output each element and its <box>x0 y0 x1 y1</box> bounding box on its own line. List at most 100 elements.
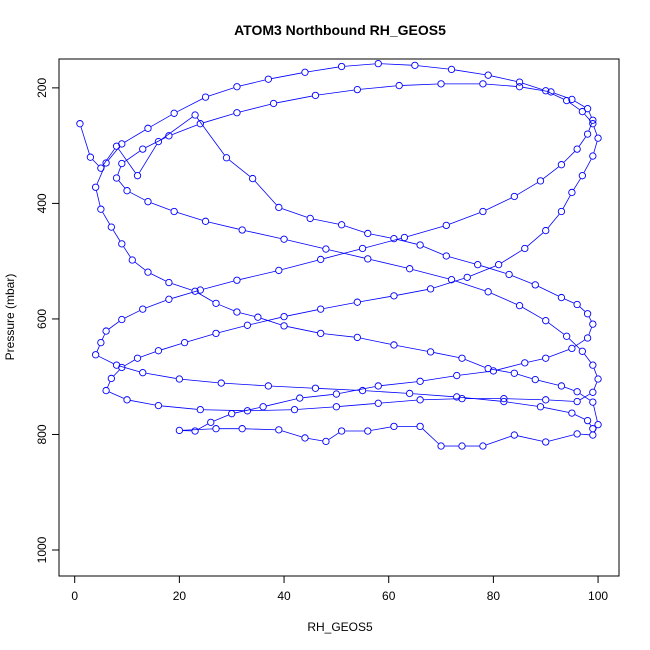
series-segment <box>517 373 533 379</box>
series-segment <box>569 102 580 110</box>
data-point <box>589 152 597 160</box>
data-point <box>542 226 550 235</box>
data-point <box>474 260 482 269</box>
data-point <box>322 437 330 446</box>
data-point <box>542 354 550 362</box>
data-point <box>337 427 346 435</box>
data-point <box>542 438 550 446</box>
data-point <box>578 347 587 355</box>
series-segment <box>486 83 517 87</box>
data-point <box>353 85 361 94</box>
data-point <box>557 207 566 216</box>
data-point <box>515 83 524 91</box>
data-point <box>207 418 215 426</box>
series-segment <box>522 307 543 320</box>
data-point <box>264 75 272 83</box>
data-point <box>275 203 283 212</box>
data-point <box>589 320 597 328</box>
data-point <box>317 255 325 264</box>
data-point <box>542 87 550 95</box>
data-point <box>411 61 419 70</box>
data-point <box>280 312 288 321</box>
data-point <box>196 120 204 128</box>
series-segment <box>593 382 598 390</box>
series-segment <box>574 414 585 420</box>
data-point <box>442 252 450 260</box>
series-segment <box>150 273 166 282</box>
series-segment <box>371 426 391 431</box>
data-point <box>568 344 576 353</box>
series-segment <box>324 333 354 338</box>
data-point <box>118 240 126 248</box>
data-point <box>144 268 152 276</box>
data-point <box>97 205 105 213</box>
data-point <box>573 397 581 406</box>
y-tick-label: 400 <box>35 193 49 213</box>
series-segment <box>517 182 538 196</box>
series-segment <box>235 407 260 414</box>
series-segment <box>580 433 590 436</box>
series-segment <box>138 144 157 173</box>
series-segment <box>124 150 141 162</box>
series-segment <box>360 337 391 345</box>
series-segment <box>402 83 438 86</box>
series-segment <box>261 317 281 326</box>
data-point <box>102 386 110 395</box>
data-point <box>112 361 121 369</box>
series-layer <box>76 59 602 450</box>
data-point <box>264 382 272 390</box>
series-segment <box>423 245 444 255</box>
data-point <box>573 300 581 309</box>
data-point <box>390 292 398 300</box>
data-point <box>563 96 571 105</box>
data-point <box>128 256 136 264</box>
series-segment <box>313 218 339 225</box>
series-segment <box>548 322 565 335</box>
series-segment <box>549 434 574 442</box>
series-segment <box>491 75 517 82</box>
series-segment <box>423 375 454 382</box>
y-axis-label: Pressure (mbar) <box>3 274 17 361</box>
data-point <box>594 375 602 383</box>
data-point <box>259 403 267 411</box>
data-point <box>243 407 252 415</box>
data-point <box>118 159 126 168</box>
data-point <box>500 397 508 406</box>
data-point <box>311 91 320 100</box>
series-segment <box>329 249 365 259</box>
data-point <box>175 426 184 435</box>
series-segment <box>522 86 548 92</box>
data-point <box>311 384 320 392</box>
series-segment <box>360 296 391 302</box>
series-segment <box>588 327 592 335</box>
series-segment <box>203 280 234 290</box>
series-segment <box>460 396 501 402</box>
x-tick-label: 20 <box>173 589 187 603</box>
data-point <box>212 329 220 338</box>
data-point <box>510 431 518 439</box>
series-segment <box>422 428 439 444</box>
data-point <box>275 426 283 434</box>
data-point <box>531 375 539 384</box>
series-segment <box>113 369 120 377</box>
data-point <box>568 409 576 417</box>
series-segment <box>145 137 166 148</box>
series-segment <box>549 399 574 402</box>
data-point <box>358 244 367 253</box>
series-segment <box>318 388 360 391</box>
series-segment <box>397 239 417 245</box>
data-point <box>505 270 513 279</box>
data-point <box>139 369 147 377</box>
data-point <box>416 422 424 431</box>
data-point <box>238 425 246 433</box>
series-segment <box>118 148 136 174</box>
data-point <box>217 379 225 387</box>
series-segment <box>449 256 475 265</box>
series-segment <box>98 355 114 364</box>
data-point <box>484 288 492 296</box>
series-segment <box>303 394 333 399</box>
data-point <box>557 161 566 169</box>
series-segment <box>407 225 444 237</box>
series-segment <box>96 190 101 206</box>
series-segment <box>579 393 591 401</box>
